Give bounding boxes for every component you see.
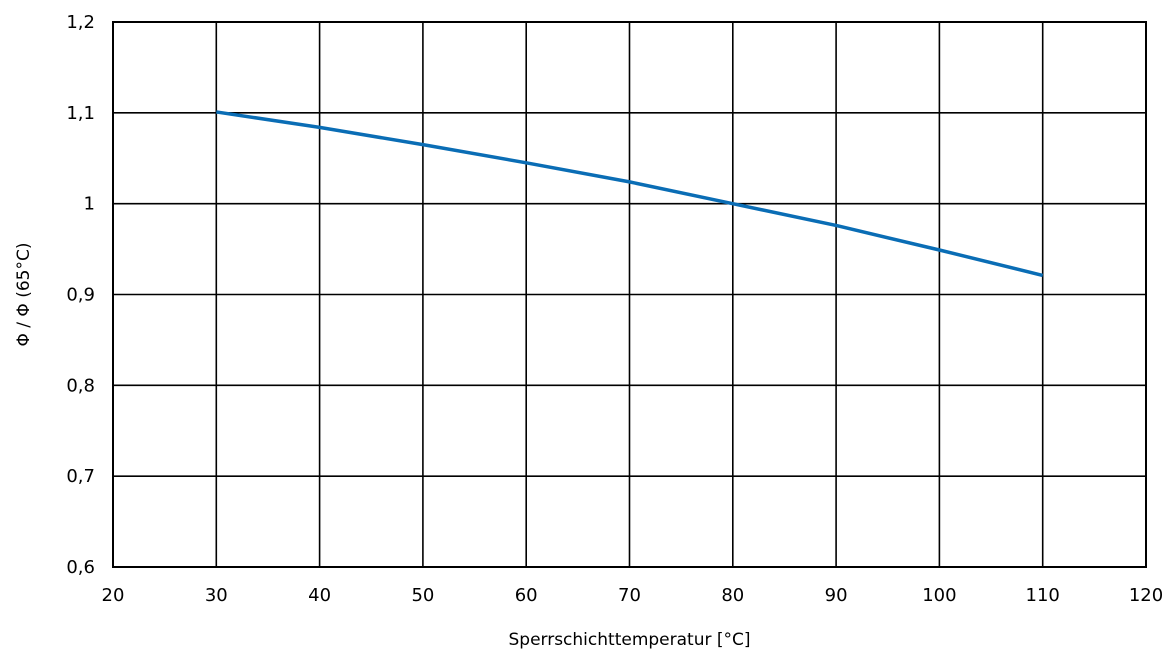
y-tick-label: 0,7 bbox=[66, 466, 95, 487]
x-tick-label: 20 bbox=[102, 585, 125, 606]
x-tick-label: 80 bbox=[721, 585, 744, 606]
x-tick-label: 50 bbox=[411, 585, 434, 606]
y-tick-label: 1,2 bbox=[66, 12, 95, 33]
x-tick-label: 40 bbox=[308, 585, 331, 606]
x-axis-label: Sperrschichttemperatur [°C] bbox=[508, 630, 750, 650]
y-tick-labels: 0,6 0,7 0,8 0,9 1 1,1 1,2 bbox=[66, 12, 95, 578]
y-tick-label: 0,6 bbox=[66, 557, 95, 578]
x-tick-label: 100 bbox=[922, 585, 956, 606]
x-tick-label: 70 bbox=[618, 585, 641, 606]
grid bbox=[112, 21, 1147, 568]
x-tick-label: 30 bbox=[205, 585, 228, 606]
plot-frame bbox=[112, 21, 1147, 568]
y-tick-label: 1 bbox=[84, 194, 95, 215]
x-tick-label: 110 bbox=[1026, 585, 1060, 606]
x-tick-label: 60 bbox=[515, 585, 538, 606]
x-tick-label: 120 bbox=[1129, 585, 1163, 606]
series-layer bbox=[216, 110, 1044, 278]
x-tick-label: 90 bbox=[825, 585, 848, 606]
x-tick-labels: 20 30 40 50 60 70 80 90 100 110 120 bbox=[102, 585, 1164, 606]
y-tick-label: 0,8 bbox=[66, 375, 95, 396]
y-axis-label: Φ / Φ (65°C) bbox=[14, 243, 34, 347]
y-tick-label: 0,9 bbox=[66, 285, 95, 306]
y-tick-label: 1,1 bbox=[66, 103, 95, 124]
series-line bbox=[216, 110, 1044, 278]
